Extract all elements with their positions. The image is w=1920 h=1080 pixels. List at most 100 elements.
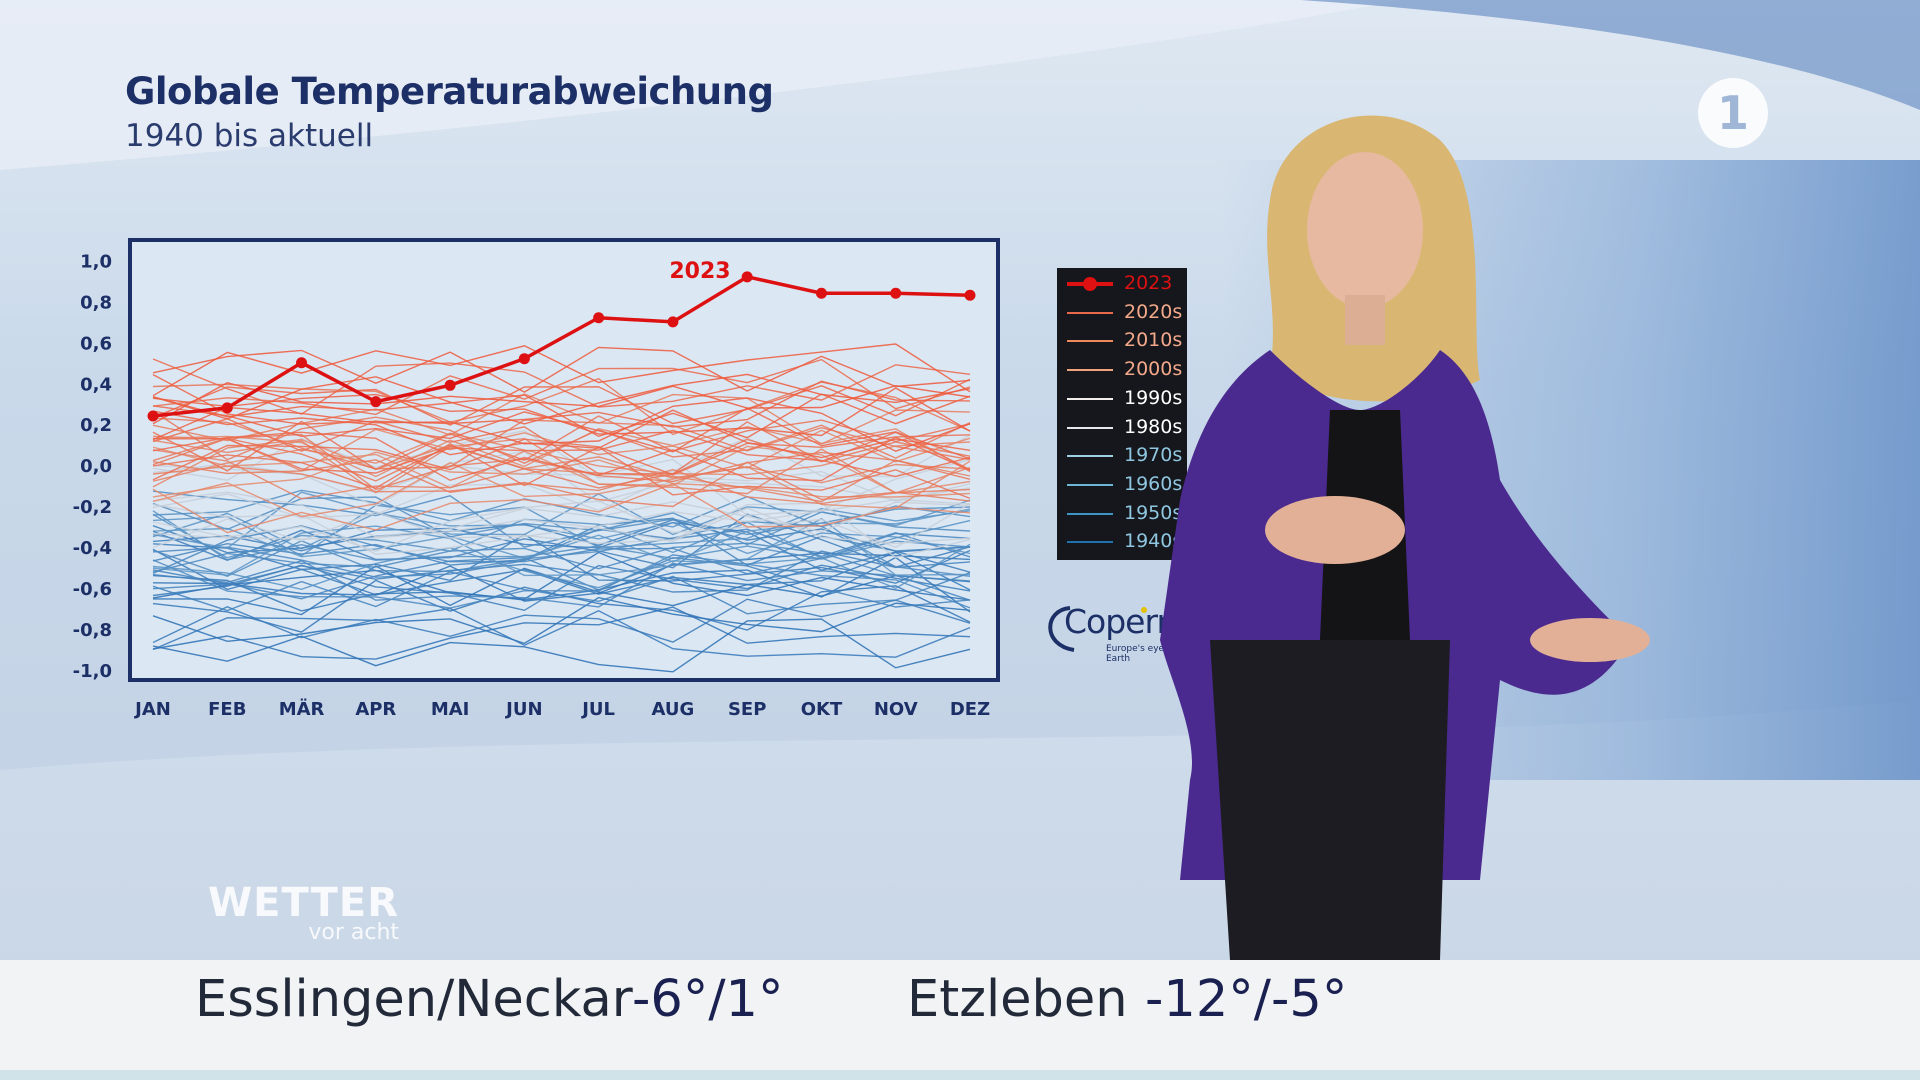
legend-label: 2023 xyxy=(1124,272,1173,294)
legend-swatch xyxy=(1067,369,1113,372)
legend-swatch xyxy=(1067,512,1113,515)
background-series-line xyxy=(153,429,971,478)
background-series-line xyxy=(152,378,971,426)
background-series-line xyxy=(152,465,971,505)
presenter-figure xyxy=(1160,115,1650,960)
legend-item: 1940s xyxy=(1057,528,1187,556)
channel-logo: 1 xyxy=(1698,78,1768,148)
show-logo-title: WETTER xyxy=(208,880,400,926)
background-series-line xyxy=(152,387,971,437)
background-series-line xyxy=(152,415,971,472)
data-point-2023 xyxy=(444,379,456,391)
background-series-line xyxy=(152,507,971,545)
background-series-line xyxy=(152,482,971,534)
legend-swatch xyxy=(1067,426,1113,429)
legend-swatch xyxy=(1067,397,1113,400)
legend-item: 2010s xyxy=(1057,327,1187,355)
data-point-2023 xyxy=(370,396,382,408)
background-series-line xyxy=(152,598,971,644)
chart-subtitle: 1940 bis aktuell xyxy=(125,118,374,154)
background-series-line xyxy=(152,502,971,559)
legend-item: 2020s xyxy=(1057,299,1187,327)
background-series-line xyxy=(152,459,971,508)
y-tick-label: -0,6 xyxy=(73,579,112,600)
y-tick-label: -0,8 xyxy=(73,620,112,641)
legend-item: 2000s xyxy=(1057,356,1187,384)
background-series-line xyxy=(152,460,971,518)
data-point-2023 xyxy=(147,410,159,422)
background-series-line xyxy=(152,618,971,673)
background-series-line xyxy=(152,397,971,452)
x-tick-label: APR xyxy=(355,699,396,720)
x-tick-label: AUG xyxy=(652,699,695,720)
background-series-line xyxy=(152,533,971,584)
legend-item: 1950s xyxy=(1057,500,1187,528)
legend-swatch xyxy=(1067,311,1113,314)
ticker-city-1: Esslingen/Neckar xyxy=(195,970,633,1029)
background-series-line xyxy=(152,504,971,557)
ticker-temp-2: -12°/-5° xyxy=(1145,970,1348,1029)
background-series-line xyxy=(152,606,971,660)
legend-label: 1980s xyxy=(1124,415,1183,438)
x-tick-label: MÄR xyxy=(279,698,325,720)
legend-label: 1990s xyxy=(1124,386,1183,409)
legend-label: 1970s xyxy=(1124,444,1183,467)
data-point-2023 xyxy=(518,353,530,365)
chart-title: Globale Temperaturabweichung xyxy=(125,70,774,113)
background-series-line xyxy=(152,528,971,578)
chart-legend: 2023 2020s 2010s 2000s 1990s 1980s 1970s 1960s 1… xyxy=(1057,268,1187,560)
background-series-line xyxy=(152,438,971,488)
copernicus-swoosh-icon xyxy=(1048,606,1147,652)
background-series-line xyxy=(152,373,971,425)
data-point-2023 xyxy=(815,287,827,299)
show-logo: WETTER vor acht xyxy=(208,880,399,945)
x-tick-label: DEZ xyxy=(950,699,990,720)
legend-swatch xyxy=(1067,541,1113,544)
x-tick-label: NOV xyxy=(874,699,918,720)
series-label-2023: 2023 xyxy=(669,259,730,284)
channel-logo-text: 1 xyxy=(1716,86,1749,140)
data-point-2023 xyxy=(221,402,233,414)
show-logo-subtitle: vor acht xyxy=(308,920,400,945)
x-tick-label: MAI xyxy=(431,699,470,720)
ticker-city-2: Etzleben xyxy=(907,970,1128,1029)
background-series-line xyxy=(152,554,971,609)
background-series-line xyxy=(152,358,971,415)
background-series-line xyxy=(152,500,971,552)
background-series-line xyxy=(152,543,971,591)
legend-item: 1990s xyxy=(1057,385,1187,413)
background-series-line xyxy=(152,409,971,459)
data-point-2023 xyxy=(593,312,605,324)
x-tick-label: JUN xyxy=(504,699,542,720)
legend-label: 2010s xyxy=(1124,329,1183,352)
legend-label: 1960s xyxy=(1124,472,1183,495)
x-tick-label: JUL xyxy=(580,699,615,720)
y-tick-label: 0,2 xyxy=(80,415,112,436)
data-point-2023 xyxy=(667,316,679,328)
legend-item: 1960s xyxy=(1057,471,1187,499)
legend-label: 1950s xyxy=(1124,501,1183,524)
data-point-2023 xyxy=(890,287,902,299)
background-series-line xyxy=(152,450,971,507)
background-series-line xyxy=(152,346,971,393)
legend-swatch xyxy=(1067,483,1113,486)
ticker-bottom-strip xyxy=(0,1070,1920,1080)
background-series-line xyxy=(152,565,971,616)
x-tick-label: JAN xyxy=(133,699,171,720)
background-series-line xyxy=(152,358,971,416)
copernicus-tagline: Europe's eyes on Earth xyxy=(1106,644,1183,664)
legend-swatch xyxy=(1067,455,1113,458)
background-series-line xyxy=(152,382,971,425)
legend-label: 1940s xyxy=(1124,530,1183,553)
x-tick-label: OKT xyxy=(801,699,843,720)
background-series-line xyxy=(152,560,971,608)
y-tick-label: -0,2 xyxy=(73,497,112,518)
y-tick-label: 0,4 xyxy=(80,374,112,395)
background-series-line xyxy=(152,510,971,561)
legend-item: 1980s xyxy=(1057,414,1187,442)
legend-item: 2023 xyxy=(1057,270,1187,298)
series-line-2023 xyxy=(152,274,971,418)
legend-item: 1970s xyxy=(1057,442,1187,470)
background-series-line xyxy=(152,437,971,489)
